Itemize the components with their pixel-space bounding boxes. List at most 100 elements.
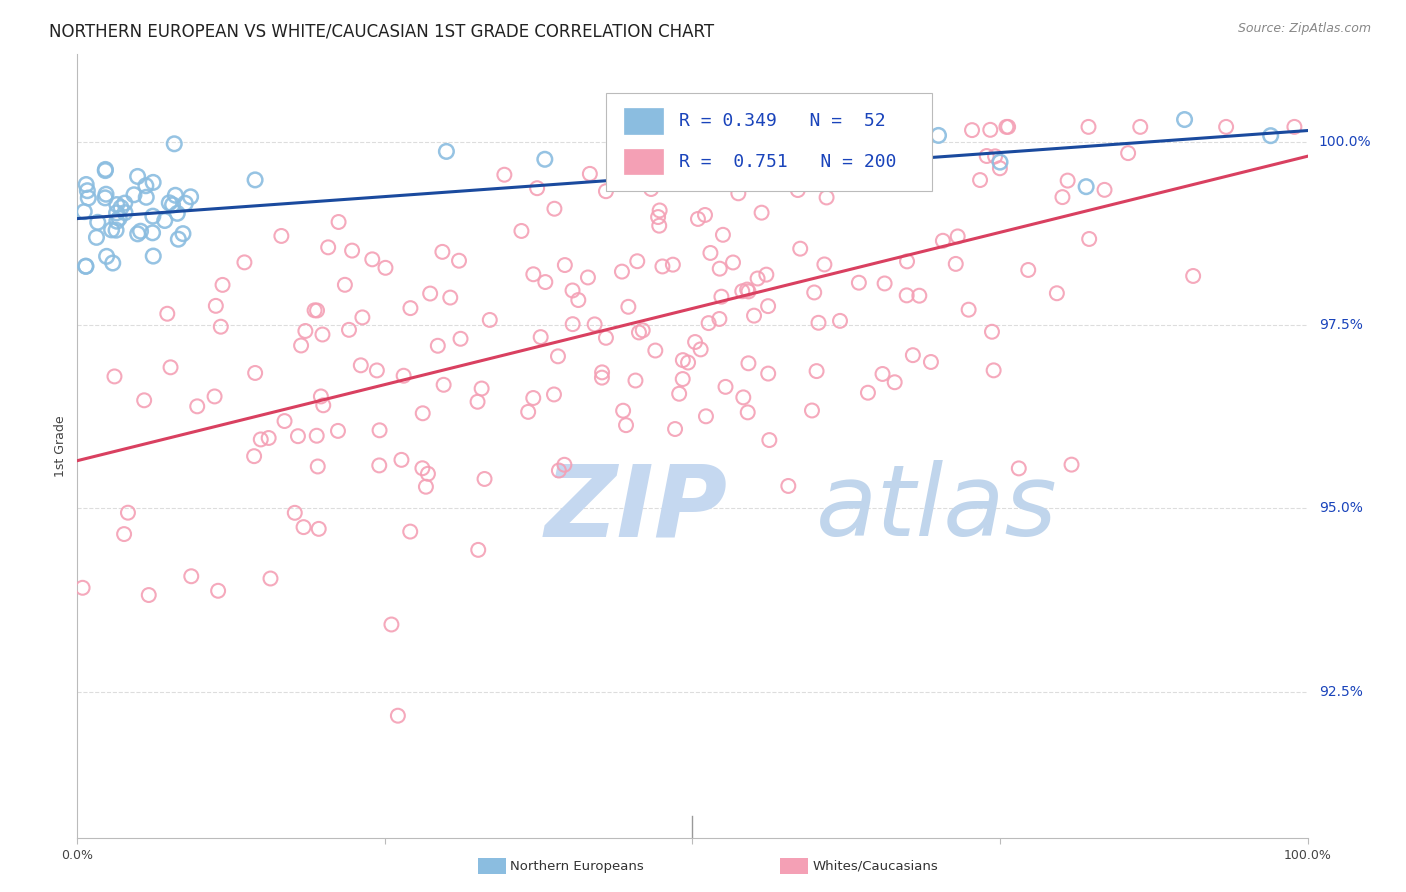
- Point: [679, 171, 702, 186]
- Point: [1046, 286, 1069, 301]
- Point: [983, 363, 1005, 377]
- Text: NORTHERN EUROPEAN VS WHITE/CAUCASIAN 1ST GRADE CORRELATION CHART: NORTHERN EUROPEAN VS WHITE/CAUCASIAN 1ST…: [49, 22, 714, 40]
- Point: [233, 255, 256, 269]
- Point: [101, 256, 124, 270]
- Point: [901, 348, 924, 362]
- Point: [103, 369, 125, 384]
- Point: [689, 343, 711, 357]
- Point: [547, 349, 569, 363]
- Point: [806, 364, 828, 378]
- Point: [439, 291, 461, 305]
- Point: [180, 569, 202, 583]
- Point: [672, 353, 695, 368]
- Point: [911, 120, 934, 134]
- Point: [676, 355, 699, 369]
- Point: [447, 253, 470, 268]
- Point: [186, 400, 208, 414]
- Point: [561, 284, 583, 298]
- Point: [709, 312, 731, 326]
- Point: [724, 146, 747, 161]
- Point: [412, 406, 434, 420]
- Point: [695, 409, 717, 424]
- Point: [576, 270, 599, 285]
- Point: [243, 366, 266, 380]
- Point: [1008, 461, 1031, 475]
- Point: [903, 120, 925, 134]
- Point: [433, 377, 456, 392]
- Point: [742, 309, 765, 323]
- Point: [803, 285, 825, 300]
- Point: [714, 380, 737, 394]
- Point: [756, 299, 779, 313]
- Text: R = 0.349   N =  52: R = 0.349 N = 52: [679, 112, 886, 130]
- Text: R =  0.751   N = 200: R = 0.751 N = 200: [679, 153, 897, 170]
- Point: [693, 208, 716, 222]
- Point: [530, 330, 553, 344]
- Point: [640, 182, 662, 196]
- FancyBboxPatch shape: [624, 109, 664, 134]
- Point: [510, 224, 533, 238]
- Point: [789, 242, 811, 256]
- Point: [755, 268, 778, 282]
- Point: [1129, 120, 1152, 134]
- Point: [612, 403, 634, 417]
- Point: [914, 120, 936, 134]
- Point: [976, 149, 998, 163]
- Point: [387, 708, 409, 723]
- Point: [350, 359, 373, 373]
- Point: [591, 370, 613, 384]
- Point: [94, 163, 117, 178]
- Point: [1174, 112, 1197, 127]
- Point: [1017, 263, 1039, 277]
- Point: [751, 205, 773, 219]
- Point: [311, 327, 333, 342]
- Point: [747, 271, 769, 285]
- Point: [522, 391, 544, 405]
- Point: [304, 303, 326, 318]
- Point: [142, 209, 165, 223]
- Text: atlas: atlas: [815, 460, 1057, 558]
- Point: [908, 289, 931, 303]
- Point: [312, 398, 335, 412]
- Point: [77, 191, 100, 205]
- Point: [631, 323, 654, 337]
- Point: [467, 394, 489, 409]
- Point: [361, 252, 384, 267]
- Point: [75, 178, 97, 192]
- Point: [932, 234, 955, 248]
- Point: [75, 260, 97, 274]
- Point: [167, 232, 190, 246]
- Point: [100, 223, 122, 237]
- Point: [610, 264, 633, 278]
- Point: [1116, 146, 1139, 161]
- Point: [579, 167, 602, 181]
- Point: [644, 343, 666, 358]
- Text: Source: ZipAtlas.com: Source: ZipAtlas.com: [1237, 22, 1371, 36]
- Point: [758, 120, 780, 134]
- Text: Whites/Caucasians: Whites/Caucasians: [813, 860, 938, 872]
- Point: [156, 307, 179, 321]
- Point: [848, 276, 870, 290]
- Point: [478, 313, 501, 327]
- Point: [1078, 232, 1101, 246]
- Point: [87, 215, 110, 229]
- Point: [471, 382, 494, 396]
- Point: [960, 123, 983, 137]
- Point: [988, 155, 1011, 169]
- Point: [624, 374, 647, 388]
- Point: [142, 175, 165, 189]
- Point: [474, 472, 496, 486]
- Point: [75, 260, 97, 274]
- Point: [305, 303, 328, 318]
- Point: [432, 244, 454, 259]
- Point: [257, 431, 280, 445]
- FancyBboxPatch shape: [624, 149, 664, 174]
- Point: [415, 480, 437, 494]
- Point: [626, 254, 648, 268]
- Point: [945, 257, 967, 271]
- Point: [979, 123, 1001, 137]
- Point: [627, 326, 650, 340]
- Point: [737, 356, 759, 370]
- Point: [129, 224, 152, 238]
- Point: [856, 385, 879, 400]
